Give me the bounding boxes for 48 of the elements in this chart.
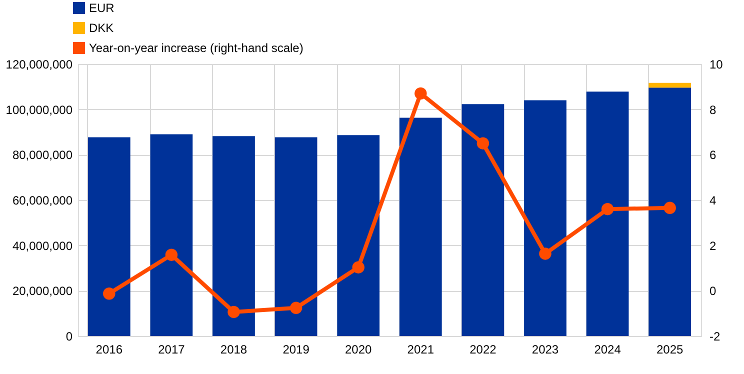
x-tick-label: 2024	[594, 342, 622, 356]
y2-tick-label: 6	[710, 148, 716, 162]
legend-label: EUR	[89, 1, 115, 15]
bar	[399, 118, 442, 336]
bar	[212, 136, 255, 336]
bar	[648, 88, 692, 336]
point	[476, 137, 490, 150]
bar	[88, 137, 130, 336]
x-tick-label: 2025	[656, 342, 684, 356]
y2-tick-label: 8	[710, 102, 716, 117]
legend-label: DKK	[89, 21, 114, 35]
point	[290, 302, 302, 314]
bar	[337, 135, 380, 336]
y2-tick-label: 0	[710, 284, 716, 298]
bar	[586, 92, 629, 336]
point	[103, 288, 116, 300]
y-tick-label: 100,000,000	[6, 102, 73, 117]
y-tick-label: 40,000,000	[12, 238, 73, 253]
y-tick-label: 60,000,000	[12, 194, 73, 208]
x-tick-label: 2018	[220, 342, 248, 356]
point	[414, 87, 427, 100]
y2-tick-label: -2	[710, 330, 720, 344]
x-tick-label: 2021	[407, 342, 434, 356]
point	[352, 261, 364, 274]
bar	[524, 100, 566, 336]
y-tick-label: 80,000,000	[12, 148, 73, 162]
y-tick-label: 0	[66, 330, 73, 344]
point	[539, 248, 552, 260]
x-tick-label: 2022	[470, 342, 497, 356]
bar	[462, 104, 504, 336]
point	[664, 202, 676, 214]
x-tick-label: 2017	[158, 342, 186, 356]
point	[165, 248, 178, 261]
point	[601, 202, 614, 216]
point	[228, 306, 240, 318]
x-tick-label: 2019	[282, 342, 310, 356]
x-tick-label: 2020	[345, 342, 372, 356]
legend-label: Year-on-year increase (right-hand scale)	[89, 41, 304, 55]
y-tick-label: 120,000,000	[6, 58, 73, 72]
y2-tick-label: 10	[710, 58, 724, 72]
x-tick-label: 2016	[96, 342, 123, 356]
y2-tick-label: 2	[710, 238, 716, 253]
bar	[274, 137, 318, 336]
y-tick-label: 20,000,000	[12, 284, 73, 298]
bar	[648, 82, 692, 88]
y2-tick-label: 4	[710, 194, 716, 208]
bar	[150, 134, 193, 336]
x-tick-label: 2023	[532, 342, 559, 356]
